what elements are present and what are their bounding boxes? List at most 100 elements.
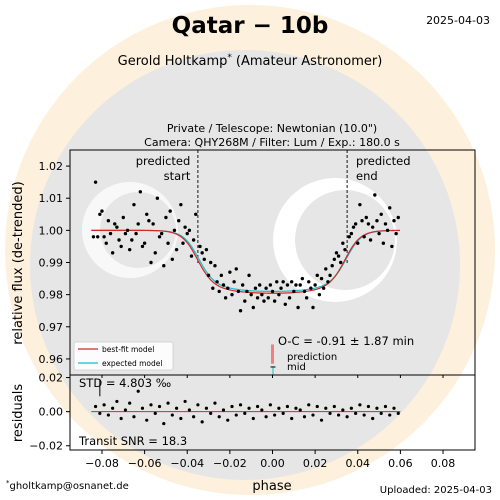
data-point [151,222,155,226]
data-point [289,280,294,284]
data-point [304,296,309,300]
residual-point [341,408,345,412]
residual-point [140,406,145,410]
data-point [185,231,189,236]
data-point [321,286,326,290]
data-point [347,235,351,239]
data-point [258,283,262,287]
residual-point [115,399,119,404]
legend-expected-label: expected model [102,359,162,368]
data-point [388,206,392,210]
data-point [183,225,187,229]
residual-point [157,404,162,409]
watermark-inner-disc [30,50,460,480]
data-point [147,219,151,223]
residual-point [366,404,371,409]
data-point [285,283,290,287]
data-point [264,286,268,290]
residual-point [192,415,196,419]
residual-point [145,418,149,422]
observatory-logo-watermark [5,5,495,495]
ytick-label: 0.97 [39,321,64,334]
data-point [266,296,270,300]
xtick-label: 0.00 [260,457,285,470]
legend: best-fit model expected model [73,341,174,371]
residual-point [383,404,388,409]
lightcurve-ylabel: relative flux (de-trended) [11,181,26,344]
prediction-mid-label: prediction [287,352,337,363]
data-point [302,289,307,294]
data-point [336,254,341,258]
ytick-label: 0.96 [39,353,64,366]
observation-date: 2025-04-03 [426,14,490,27]
predicted-end-label-2: end [356,169,378,183]
data-point [292,289,296,294]
residual-point [238,403,243,407]
data-point [358,202,362,207]
data-point [104,241,108,245]
data-point [341,241,345,245]
residual-point [268,403,272,407]
residual-point [379,411,383,415]
data-point [255,296,260,300]
residual-point [149,403,153,407]
data-point [100,209,104,213]
residual-point [153,411,157,415]
data-point [326,280,330,284]
data-point [390,244,394,249]
data-point [177,219,181,223]
residual-ytick-label: 0.00 [39,406,64,419]
residual-point [307,403,311,407]
data-point [243,299,247,303]
xtick-label: 0.08 [431,457,456,470]
data-point [142,241,147,245]
data-point [343,247,347,252]
predicted-start-label-1: predicted [136,154,191,168]
contact-mark: * [6,479,10,487]
residual-point [285,404,290,409]
residual-point [128,401,132,405]
legend-bestfit-label: best-fit model [102,345,154,354]
data-point [134,231,138,236]
data-point [349,231,354,236]
residual-point [319,418,324,422]
data-point [279,286,283,290]
residual-point [106,413,110,417]
data-point [96,235,100,239]
data-point [162,264,166,268]
residual-point [336,413,341,417]
data-point [328,273,332,278]
residual-point [354,411,358,415]
data-point [253,286,258,290]
xtick-label: 0.02 [303,457,328,470]
data-point [166,241,170,245]
data-point [362,235,366,239]
data-point [360,219,364,223]
data-point [317,292,322,297]
data-point [219,273,224,278]
observer-line: Gerold Holtkamp* (Amateur Astronomer) [118,53,383,69]
observer-mark: * [227,53,232,63]
data-point [232,280,236,284]
data-point [106,219,111,223]
xtick-label: −0.04 [170,457,204,470]
data-point [149,260,153,265]
std-label: STD = 4.803 ‰ [79,376,171,390]
data-point [121,215,125,220]
data-point [281,280,285,284]
xtick-label: 0.06 [388,457,413,470]
data-point [309,286,313,290]
ytick-label: 0.98 [39,289,64,302]
data-point [298,283,302,287]
predicted-start-label-2: start [164,169,191,183]
data-point [356,241,360,245]
data-point [313,283,317,287]
data-point [396,215,400,220]
data-point [268,283,273,287]
residual-point [388,413,392,417]
data-point [125,228,130,233]
data-point [240,283,245,287]
phase-xlabel: phase [252,479,291,494]
data-point [277,292,281,297]
